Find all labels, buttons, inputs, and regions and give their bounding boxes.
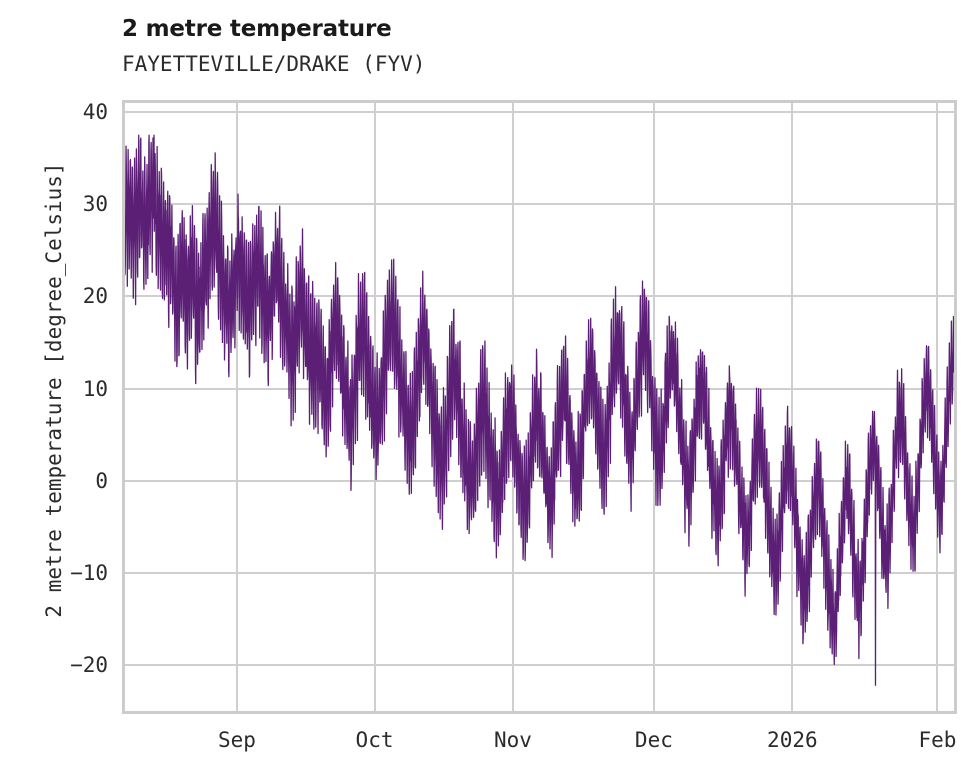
gridline-horizontal [125, 203, 954, 206]
temperature-line [125, 134, 954, 686]
gridline-horizontal [125, 479, 954, 482]
x-tick-label: Feb [918, 728, 957, 752]
y-tick-label: 40 [82, 100, 108, 125]
x-tick-label: Nov [494, 728, 532, 752]
x-tick-label: Oct [355, 728, 394, 752]
x-tick-label: Sep [217, 728, 256, 752]
y-tick-label: 20 [82, 284, 108, 309]
y-tick-label: 10 [82, 376, 108, 401]
temperature-series [125, 134, 954, 686]
chart-subtitle: FAYETTEVILLE/DRAKE (FYV) [122, 52, 426, 76]
y-tick-label: 0 [95, 468, 108, 493]
plot-area [122, 100, 957, 714]
gridline-vertical [235, 103, 238, 711]
gridline-horizontal [125, 571, 954, 574]
y-tick-label: −10 [70, 560, 108, 585]
gridline-horizontal [125, 663, 954, 666]
gridline-horizontal [125, 295, 954, 298]
y-tick-label: 30 [82, 192, 108, 217]
gridline-horizontal [125, 111, 954, 114]
x-tick-label: 2026 [767, 728, 818, 752]
plot-inner [125, 103, 954, 711]
gridline-vertical [936, 103, 939, 711]
x-tick-label: Dec [634, 728, 673, 752]
y-tick-label: −20 [70, 652, 108, 677]
gridline-vertical [791, 103, 794, 711]
chart-title: 2 metre temperature [122, 16, 392, 42]
